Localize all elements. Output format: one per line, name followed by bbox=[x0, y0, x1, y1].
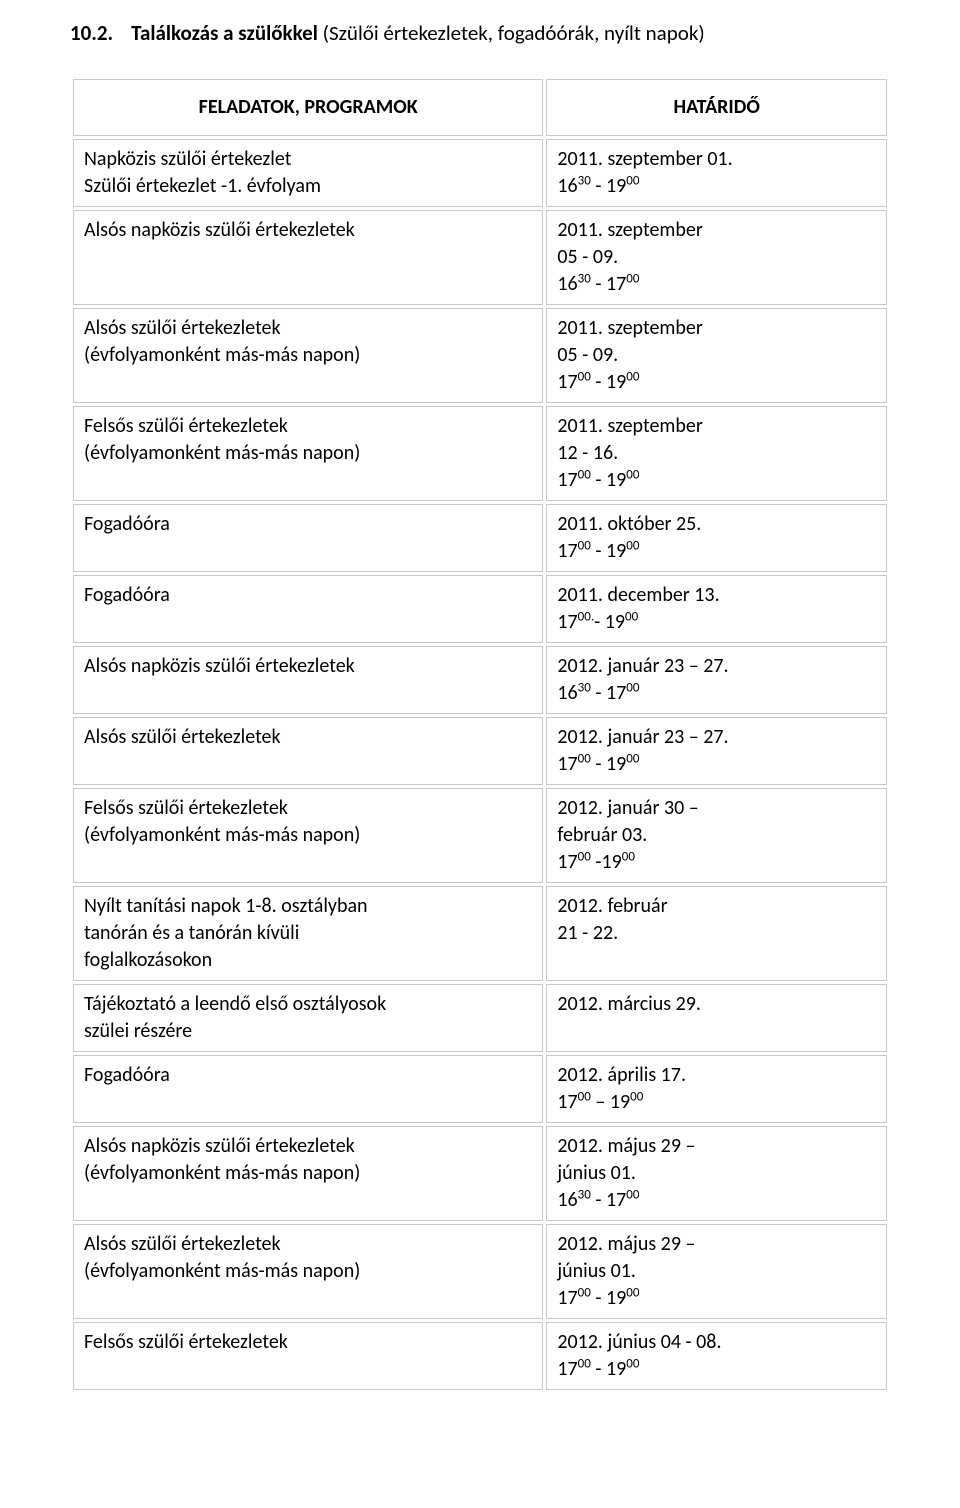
table-row: Alsós napközis szülői értekezletek2012. … bbox=[73, 646, 887, 714]
section-title-light: (Szülői értekezletek, fogadóórák, nyílt … bbox=[318, 20, 705, 46]
header-right: HATÁRIDŐ bbox=[546, 79, 887, 136]
section-title-bold: Találkozás a szülőkkel bbox=[131, 20, 318, 46]
table-row: Alsós napközis szülői értekezletek(évfol… bbox=[73, 1126, 887, 1221]
cell-task: Alsós szülői értekezletek(évfolyamonként… bbox=[73, 308, 543, 403]
table-row: Fogadóóra2011. december 13.1700.- 1900 bbox=[73, 575, 887, 643]
table-row: Felsős szülői értekezletek(évfolyamonkén… bbox=[73, 406, 887, 501]
table-row: Alsós szülői értekezletek(évfolyamonként… bbox=[73, 308, 887, 403]
cell-deadline: 2011. szeptember 01.1630 - 1900 bbox=[546, 139, 887, 207]
cell-task: Tájékoztató a leendő első osztályosokszü… bbox=[73, 984, 543, 1052]
section-number: 10.2. bbox=[70, 20, 113, 46]
cell-task: Felsős szülői értekezletek bbox=[73, 1322, 543, 1390]
schedule-table: FELADATOK, PROGRAMOK HATÁRIDŐ Napközis s… bbox=[70, 76, 890, 1393]
cell-task: Alsós napközis szülői értekezletek(évfol… bbox=[73, 1126, 543, 1221]
cell-deadline: 2012. április 17.1700 – 1900 bbox=[546, 1055, 887, 1123]
cell-deadline: 2011. szeptember12 - 16.1700 - 1900 bbox=[546, 406, 887, 501]
cell-task: Napközis szülői értekezletSzülői értekez… bbox=[73, 139, 543, 207]
table-row: Alsós napközis szülői értekezletek2011. … bbox=[73, 210, 887, 305]
table-row: Felsős szülői értekezletek2012. június 0… bbox=[73, 1322, 887, 1390]
cell-task: Fogadóóra bbox=[73, 1055, 543, 1123]
table-row: Alsós szülői értekezletek(évfolyamonként… bbox=[73, 1224, 887, 1319]
cell-task: Alsós napközis szülői értekezletek bbox=[73, 646, 543, 714]
cell-deadline: 2012. január 30 –február 03.1700 -1900 bbox=[546, 788, 887, 883]
cell-task: Alsós szülői értekezletek bbox=[73, 717, 543, 785]
cell-task: Fogadóóra bbox=[73, 575, 543, 643]
cell-deadline: 2012. január 23 – 27.1630 - 1700 bbox=[546, 646, 887, 714]
cell-deadline: 2012. január 23 – 27.1700 - 1900 bbox=[546, 717, 887, 785]
cell-deadline: 2012. június 04 - 08.1700 - 1900 bbox=[546, 1322, 887, 1390]
cell-deadline: 2011. szeptember05 - 09.1700 - 1900 bbox=[546, 308, 887, 403]
table-row: Alsós szülői értekezletek2012. január 23… bbox=[73, 717, 887, 785]
cell-deadline: 2012. február21 - 22. bbox=[546, 886, 887, 981]
table-row: Felsős szülői értekezletek(évfolyamonkén… bbox=[73, 788, 887, 883]
cell-task: Nyílt tanítási napok 1-8. osztálybantanó… bbox=[73, 886, 543, 981]
cell-task: Alsós szülői értekezletek(évfolyamonként… bbox=[73, 1224, 543, 1319]
table-header-row: FELADATOK, PROGRAMOK HATÁRIDŐ bbox=[73, 79, 887, 136]
table-row: Fogadóóra2011. október 25.1700 - 1900 bbox=[73, 504, 887, 572]
table-row: Napközis szülői értekezletSzülői értekez… bbox=[73, 139, 887, 207]
cell-deadline: 2012. május 29 –június 01.1700 - 1900 bbox=[546, 1224, 887, 1319]
cell-task: Alsós napközis szülői értekezletek bbox=[73, 210, 543, 305]
table-row: Fogadóóra2012. április 17.1700 – 1900 bbox=[73, 1055, 887, 1123]
header-left: FELADATOK, PROGRAMOK bbox=[73, 79, 543, 136]
section-heading: 10.2. Találkozás a szülőkkel (Szülői ért… bbox=[70, 20, 890, 46]
cell-deadline: 2011. szeptember05 - 09.1630 - 1700 bbox=[546, 210, 887, 305]
cell-deadline: 2011. december 13.1700.- 1900 bbox=[546, 575, 887, 643]
cell-task: Fogadóóra bbox=[73, 504, 543, 572]
cell-task: Felsős szülői értekezletek(évfolyamonkén… bbox=[73, 406, 543, 501]
cell-deadline: 2012. május 29 – június 01.1630 - 1700 bbox=[546, 1126, 887, 1221]
cell-task: Felsős szülői értekezletek(évfolyamonkén… bbox=[73, 788, 543, 883]
cell-deadline: 2012. március 29. bbox=[546, 984, 887, 1052]
table-row: Nyílt tanítási napok 1-8. osztálybantanó… bbox=[73, 886, 887, 981]
cell-deadline: 2011. október 25.1700 - 1900 bbox=[546, 504, 887, 572]
table-row: Tájékoztató a leendő első osztályosokszü… bbox=[73, 984, 887, 1052]
section-title: Találkozás a szülőkkel (Szülői értekezle… bbox=[131, 20, 705, 46]
